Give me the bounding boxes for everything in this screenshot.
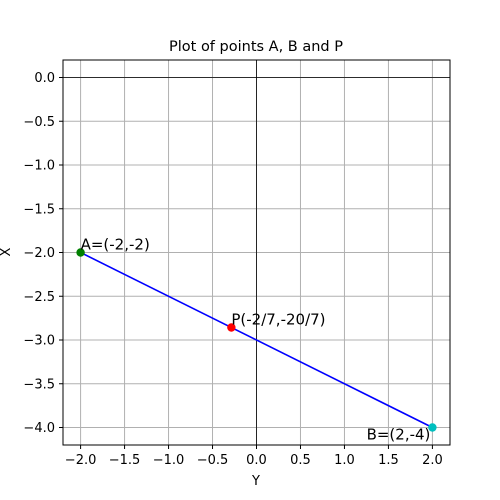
annotations: A=(-2,-2) B=(2,-4) P(-2/7,-20/7) <box>81 236 431 444</box>
y-tick-label: 0.0 <box>34 71 55 86</box>
x-tick-label: 1.5 <box>378 453 399 468</box>
x-tick-label: −2.0 <box>65 453 97 468</box>
x-tick-label: 0.0 <box>246 453 267 468</box>
y-tick-label: −0.5 <box>23 115 55 130</box>
point-marker <box>227 323 236 332</box>
x-tick-label: −1.0 <box>153 453 185 468</box>
point-annotation: B=(2,-4) <box>367 426 431 444</box>
y-tick-label: −2.0 <box>23 246 55 261</box>
y-tick-label: −4.0 <box>23 421 55 436</box>
point-annotation: A=(-2,-2) <box>81 236 150 254</box>
x-tick-label: −0.5 <box>197 453 229 468</box>
points <box>76 248 437 432</box>
x-tick-label: 1.0 <box>334 453 355 468</box>
point-marker <box>428 423 437 432</box>
line-series <box>80 251 433 429</box>
reference-lines <box>63 60 450 445</box>
y-axis-ticks: 0.0 −0.5 −1.0 −1.5 −2.0 −2.5 −3.0 −3.5 −4.0 <box>23 71 63 436</box>
chart-title: Plot of points A, B and P <box>169 39 343 55</box>
y-tick-label: −3.0 <box>23 334 55 349</box>
segment-ab <box>80 251 433 429</box>
x-tick-label: 0.5 <box>290 453 311 468</box>
x-tick-label: −1.5 <box>109 453 141 468</box>
point-marker <box>76 248 85 257</box>
x-axis-label: Y <box>251 474 260 489</box>
y-axis-label: X <box>0 247 14 256</box>
y-tick-label: −1.5 <box>23 202 55 217</box>
y-tick-label: −1.0 <box>23 159 55 174</box>
y-tick-label: −2.5 <box>23 290 55 305</box>
y-tick-label: −3.5 <box>23 377 55 392</box>
x-axis-ticks: −2.0 −1.5 −1.0 −0.5 0.0 0.5 1.0 1.5 2.0 <box>65 445 443 468</box>
x-tick-label: 2.0 <box>422 453 443 468</box>
point-annotation: P(-2/7,-20/7) <box>231 310 325 328</box>
